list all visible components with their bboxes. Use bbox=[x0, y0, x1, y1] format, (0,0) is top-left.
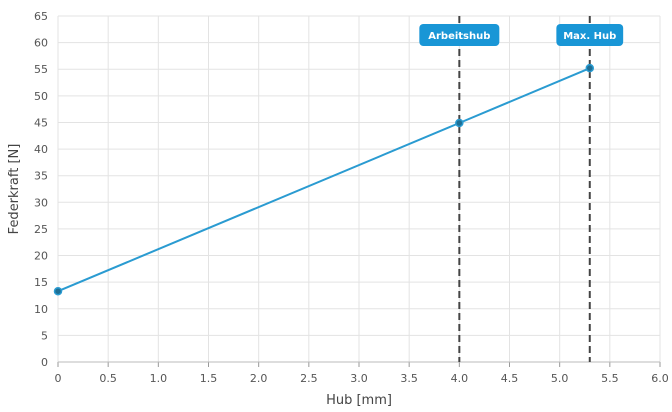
marker-label: Arbeitshub bbox=[428, 31, 490, 42]
y-tick-label: 65 bbox=[34, 10, 48, 23]
x-tick-label: 0 bbox=[55, 372, 62, 385]
series-line bbox=[57, 67, 591, 293]
y-tick-label: 55 bbox=[34, 63, 48, 76]
marker-badge: Arbeitshub bbox=[419, 24, 500, 46]
x-tick-label: 2.0 bbox=[250, 372, 268, 385]
y-tick-label: 0 bbox=[41, 356, 48, 369]
y-tick-label: 45 bbox=[34, 116, 48, 129]
y-tick-label: 5 bbox=[41, 329, 48, 342]
y-tick-label: 35 bbox=[34, 170, 48, 183]
marker-label: Max. Hub bbox=[563, 31, 616, 42]
data-point bbox=[53, 286, 63, 296]
data-point bbox=[585, 63, 595, 73]
x-tick-label: 4.0 bbox=[451, 372, 469, 385]
y-tick-label: 40 bbox=[34, 143, 48, 156]
x-tick-label: 0.5 bbox=[99, 372, 117, 385]
y-tick-label: 15 bbox=[34, 276, 48, 289]
y-tick-label: 60 bbox=[34, 37, 48, 50]
grid bbox=[57, 15, 661, 363]
x-tick-label: 3.5 bbox=[400, 372, 418, 385]
x-tick-label: 1.5 bbox=[200, 372, 218, 385]
marker-badge-bg bbox=[419, 24, 500, 46]
series-points bbox=[53, 63, 595, 296]
y-tick-label: 25 bbox=[34, 223, 48, 236]
x-tick-label: 4.5 bbox=[501, 372, 519, 385]
marker-badge: Max. Hub bbox=[556, 24, 624, 46]
x-tick-label: 5.0 bbox=[551, 372, 569, 385]
y-tick-label: 50 bbox=[34, 90, 48, 103]
x-tick-label: 5.5 bbox=[601, 372, 619, 385]
marker-badges: Arbeitshub Max. Hub bbox=[419, 24, 624, 46]
marker-badge-bg bbox=[556, 24, 624, 46]
x-tick-label: 1.0 bbox=[150, 372, 168, 385]
x-tick-label: 6.0 bbox=[651, 372, 669, 385]
data-point bbox=[455, 118, 464, 128]
x-axis-title: Hub [mm] bbox=[326, 393, 392, 408]
x-axis-ticks: 0 0.5 1.0 1.5 2.0 2.5 3.0 3.5 4.0 4.5 5.0 5.5 6.0 bbox=[55, 362, 669, 385]
y-tick-label: 30 bbox=[34, 196, 48, 209]
y-tick-label: 20 bbox=[34, 250, 48, 263]
y-axis-ticks: 0 5 10 15 20 25 30 35 40 45 50 55 60 65 bbox=[34, 10, 48, 369]
y-axis-title: Federkraft [N] bbox=[7, 144, 22, 235]
y-tick-label: 10 bbox=[34, 303, 48, 316]
x-tick-label: 3.0 bbox=[350, 372, 368, 385]
x-tick-label: 2.5 bbox=[300, 372, 318, 385]
marker-lines bbox=[458, 16, 591, 362]
